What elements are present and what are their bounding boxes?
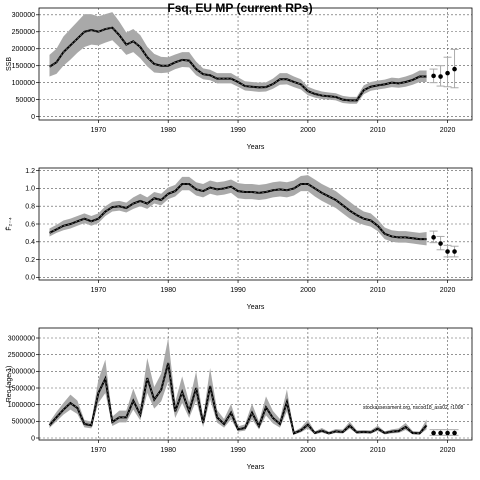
proj-point-0 bbox=[431, 430, 436, 436]
y-tick-label-5: 2500000 bbox=[8, 352, 35, 359]
y-tick-label-4: 0.8 bbox=[25, 204, 35, 211]
series-line-dash-ssb bbox=[49, 27, 427, 101]
proj-point-3 bbox=[452, 430, 457, 436]
x-axis-label-recruitment: Years bbox=[247, 464, 265, 471]
y-tick-label-5: 1.0 bbox=[25, 186, 35, 193]
x-tick-label-3: 2000 bbox=[300, 287, 316, 294]
y-tick-label-2: 100000 bbox=[12, 80, 35, 87]
x-tick-label-1: 1980 bbox=[160, 287, 176, 294]
x-tick-label-4: 2010 bbox=[370, 447, 386, 454]
proj-point-2 bbox=[445, 249, 450, 254]
y-tick-label-4: 200000 bbox=[12, 46, 35, 53]
panel-recruitment: 1970 1980 1990 2000 2010 2020 0 500000 1000000 15… bbox=[6, 327, 473, 471]
y-tick-label-6: 300000 bbox=[12, 12, 35, 19]
y-tick-label-5: 250000 bbox=[12, 29, 35, 36]
panel-ssb: 1970 1980 1990 2000 2010 2020 0 50000 100000 1500… bbox=[6, 7, 473, 151]
x-axis-label-ssb: Years bbox=[247, 144, 265, 151]
x-tick-label-3: 2000 bbox=[300, 447, 316, 454]
x-tick-label-3: 2000 bbox=[300, 127, 316, 134]
y-tick-label-0: 0 bbox=[31, 435, 35, 442]
series-line-dash-fbar bbox=[49, 183, 427, 240]
x-axis-label-fbar: Years bbox=[247, 304, 265, 311]
y-tick-label-1: 0.2 bbox=[25, 257, 35, 264]
proj-point-1 bbox=[438, 74, 443, 79]
panel-fbar: 1970 1980 1990 2000 2010 2020 0.0 0.2 0.4 0.6 0.8 1… bbox=[5, 167, 473, 311]
x-tick-label-0: 1970 bbox=[91, 287, 107, 294]
y-tick-label-2: 0.4 bbox=[25, 239, 35, 246]
x-tick-label-2: 1990 bbox=[230, 287, 246, 294]
proj-point-3 bbox=[452, 66, 457, 72]
plot-frame-ssb bbox=[38, 7, 473, 121]
x-tick-label-5: 2020 bbox=[440, 447, 456, 454]
proj-point-0 bbox=[431, 235, 436, 240]
x-tick-label-2: 1990 bbox=[230, 127, 246, 134]
series-line-dash-recruitment bbox=[49, 362, 427, 434]
proj-point-0 bbox=[431, 73, 436, 79]
y-tick-label-3: 0.6 bbox=[25, 221, 35, 228]
confidence-band-ssb bbox=[49, 12, 427, 104]
proj-point-2 bbox=[445, 70, 450, 76]
proj-point-1 bbox=[438, 241, 443, 246]
proj-point-3 bbox=[452, 249, 457, 254]
x-tick-label-0: 1970 bbox=[91, 127, 107, 134]
y-axis-label-recruitment: Rec (age 1) bbox=[6, 366, 13, 403]
confidence-band-fbar bbox=[49, 175, 427, 246]
x-tick-label-5: 2020 bbox=[440, 287, 456, 294]
y-tick-label-0: 0.0 bbox=[25, 275, 35, 282]
y-tick-label-0: 0 bbox=[31, 114, 35, 121]
watermark: stockassessment.org, nscod18_ass02, r100… bbox=[363, 405, 464, 411]
y-tick-label-1: 500000 bbox=[12, 419, 35, 426]
panels: 1970 1980 1990 2000 2010 2020 0 50000 100000 1500… bbox=[5, 7, 473, 471]
x-tick-label-0: 1970 bbox=[91, 447, 107, 454]
x-tick-label-2: 1990 bbox=[230, 447, 246, 454]
x-tick-label-4: 2010 bbox=[370, 287, 386, 294]
x-tick-label-4: 2010 bbox=[370, 127, 386, 134]
y-axis-label-ssb: SSB bbox=[6, 57, 13, 71]
proj-point-1 bbox=[438, 430, 443, 436]
x-tick-label-5: 2020 bbox=[440, 127, 456, 134]
proj-point-2 bbox=[445, 430, 450, 436]
y-tick-label-3: 1500000 bbox=[8, 385, 35, 392]
y-tick-label-4: 2000000 bbox=[8, 369, 35, 376]
y-tick-label-6: 1.2 bbox=[25, 168, 35, 175]
y-tick-label-3: 150000 bbox=[12, 63, 35, 70]
x-tick-label-1: 1980 bbox=[160, 127, 176, 134]
x-tick-label-1: 1980 bbox=[160, 447, 176, 454]
plot-frame-recruitment bbox=[38, 327, 473, 441]
y-tick-label-1: 50000 bbox=[16, 97, 36, 104]
y-tick-label-2: 1000000 bbox=[8, 402, 35, 409]
y-axis-label-fbar: F̄₂₋₄ bbox=[5, 217, 13, 231]
y-tick-label-6: 3000000 bbox=[8, 335, 35, 342]
